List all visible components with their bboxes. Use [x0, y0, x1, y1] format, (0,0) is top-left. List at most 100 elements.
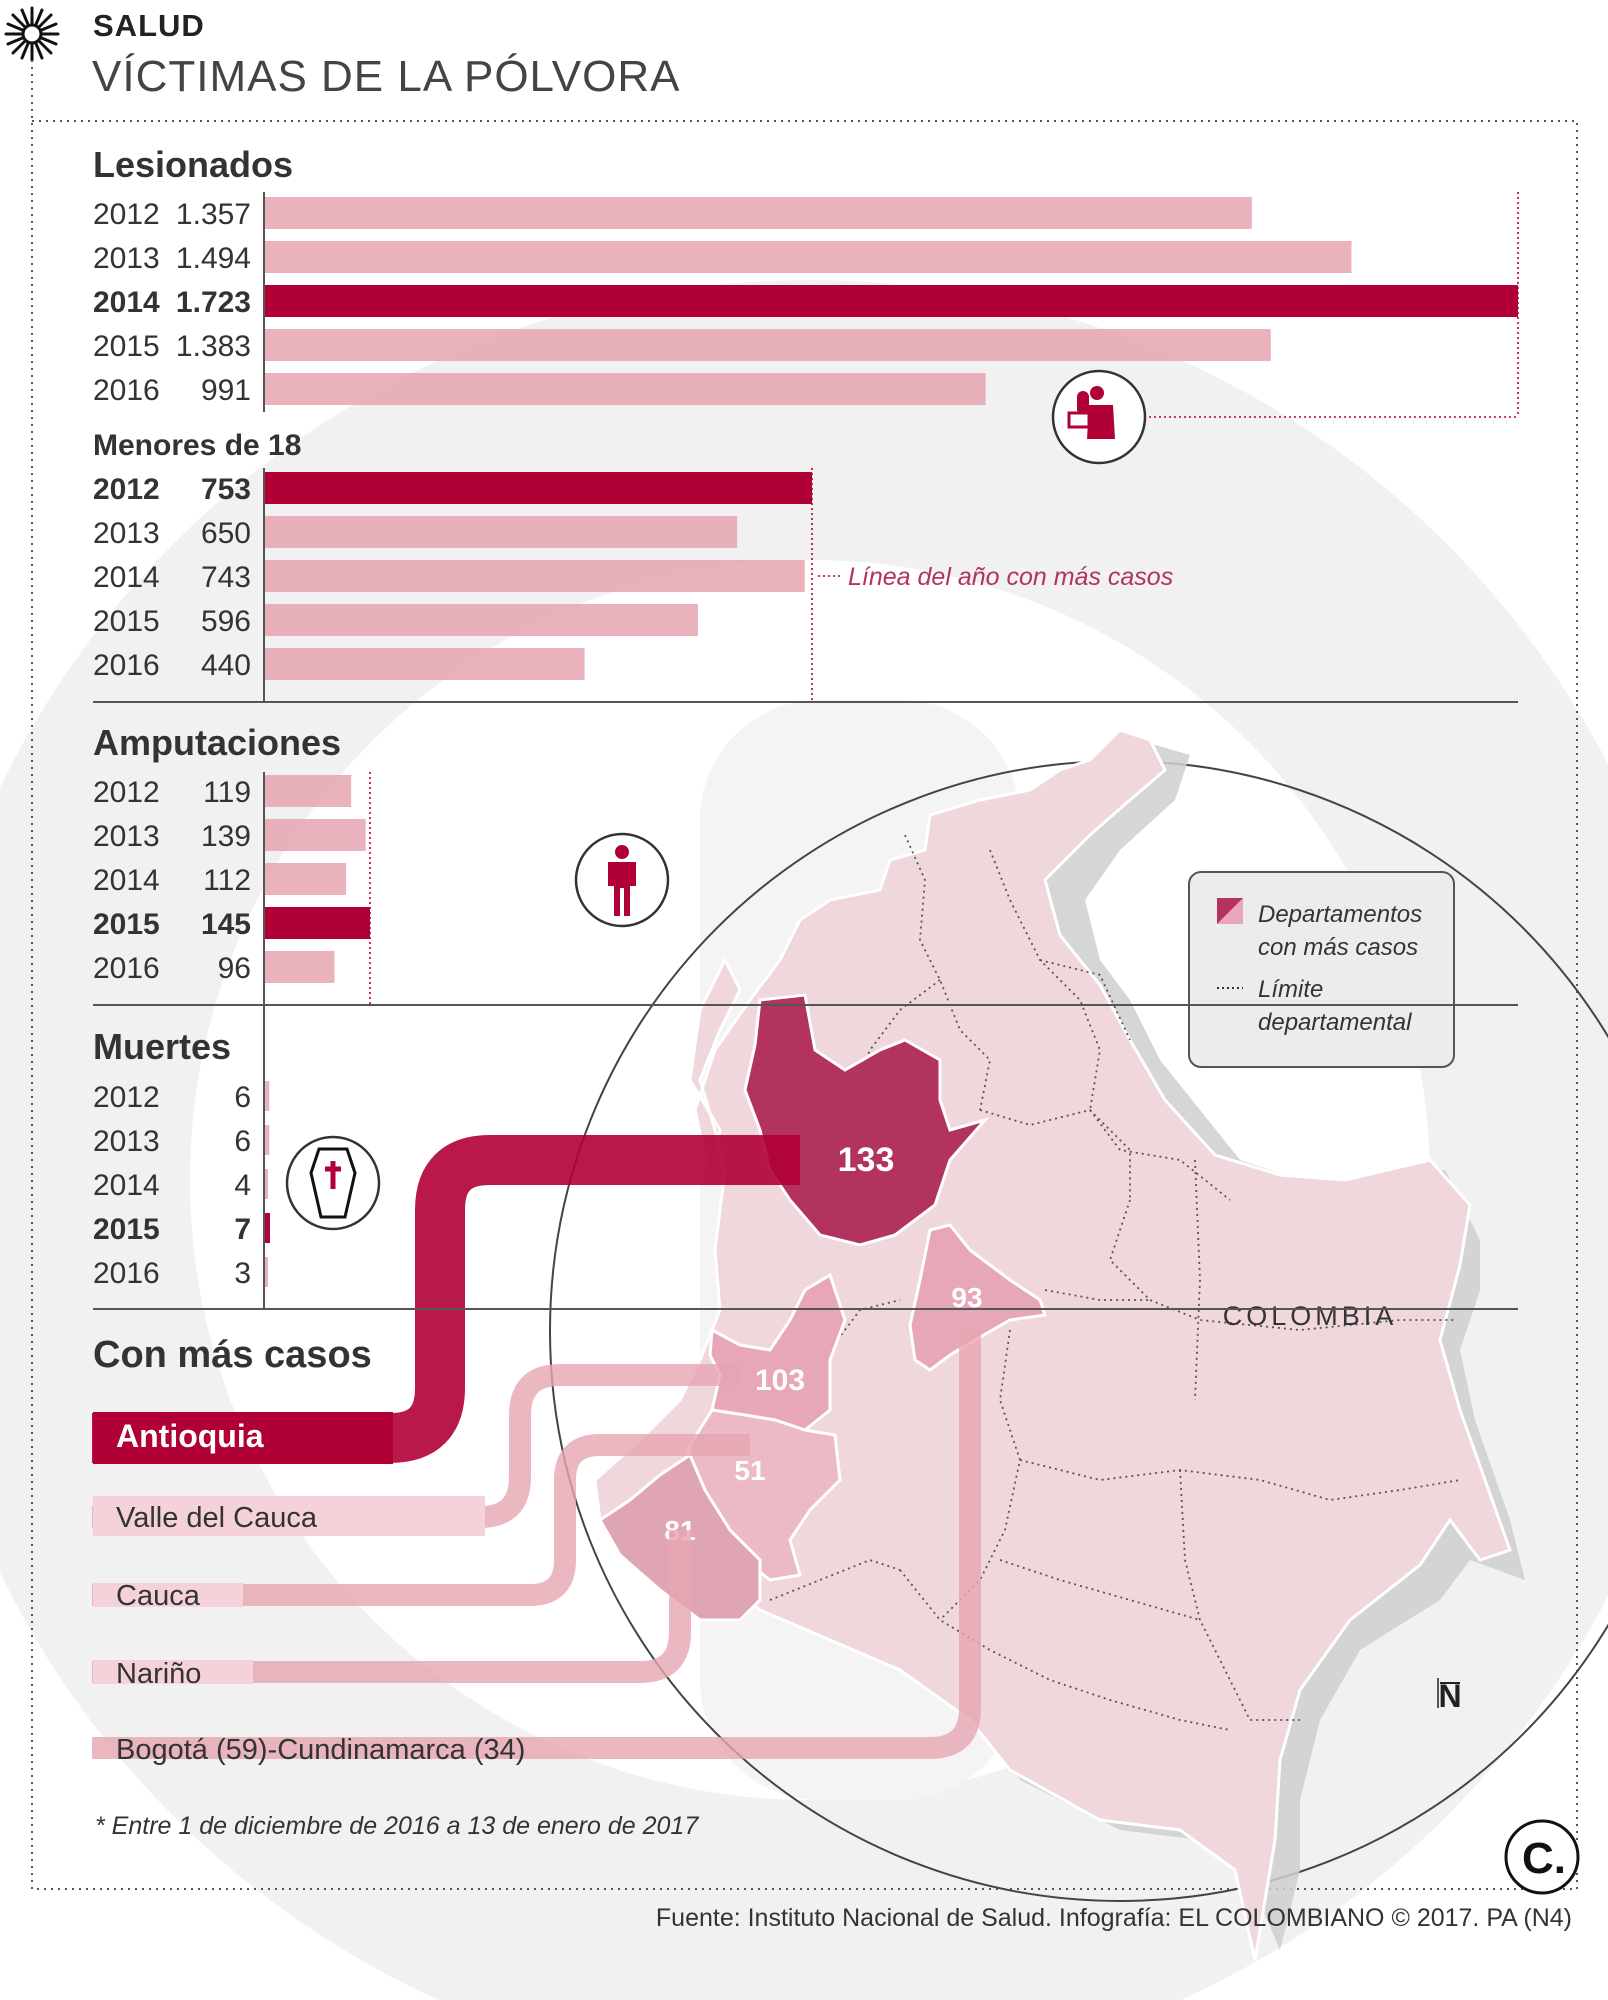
- tick-label: 2013: [93, 517, 160, 550]
- bar-2015: [265, 604, 698, 636]
- connector-antioquia: [92, 1135, 800, 1463]
- chart-title: Muertes: [93, 1026, 231, 1067]
- tick-label: 2012: [93, 1081, 160, 1114]
- bar-2014: [265, 1169, 268, 1199]
- data-label: 6: [234, 1081, 251, 1114]
- tick-label: 2016: [93, 649, 160, 682]
- department-item-valle: [93, 1496, 485, 1536]
- data-label: 743: [201, 561, 251, 594]
- svg-text:Valle del Cauca: Valle del Cauca: [116, 1502, 318, 1534]
- chart-title: Lesionados: [93, 144, 293, 185]
- data-label: 145: [201, 908, 251, 941]
- data-label: 650: [201, 517, 251, 550]
- chart-title: Amputaciones: [93, 722, 341, 763]
- data-label: 596: [201, 605, 251, 638]
- dept-value-antioquia: 133: [838, 1141, 895, 1179]
- dept-cundinamarca: [908, 1223, 1047, 1372]
- data-label: 1.723: [176, 286, 251, 319]
- bar-2014: [265, 285, 1518, 317]
- data-label: 991: [201, 374, 251, 407]
- department-item-antioquia: [93, 1412, 393, 1464]
- coffin-icon: [285, 1135, 381, 1231]
- chart-2: Amputaciones 2012 119 2013 139 2014 112 2015 145…: [93, 722, 371, 1005]
- dept-valle-del-cauca: [708, 1272, 847, 1432]
- connector-valle: [92, 1364, 740, 1528]
- bar-2016: [265, 951, 335, 983]
- chart-3: Muertes 2012 6 2013 6 2014 4 2015 7 2016 3: [93, 1005, 270, 1309]
- bar-2015: [265, 907, 370, 939]
- data-label: 4: [234, 1169, 251, 1202]
- data-label: 7: [234, 1213, 251, 1246]
- colombia-outline: [593, 728, 1512, 1961]
- el-colombiano-logo: C.: [1504, 1819, 1580, 1895]
- connector-narino: [92, 1530, 691, 1683]
- svg-text:Cauca: Cauca: [116, 1580, 201, 1612]
- data-label: 96: [218, 952, 251, 985]
- bar-2016: [265, 373, 986, 405]
- data-label: 753: [201, 473, 251, 506]
- svg-text:Límite: Límite: [1258, 976, 1323, 1003]
- svg-text:Nariño: Nariño: [116, 1658, 201, 1690]
- bar-2012: [265, 197, 1252, 229]
- data-label: 1.494: [176, 242, 251, 275]
- page-title: VÍCTIMAS DE LA PÓLVORA: [92, 52, 681, 101]
- tick-label: 2016: [93, 952, 160, 985]
- bar-2015: [265, 329, 1271, 361]
- footnote: * Entre 1 de diciembre de 2016 a 13 de e…: [95, 1812, 699, 1840]
- svg-text:con más casos: con más casos: [1258, 934, 1418, 961]
- tick-label: 2014: [93, 864, 160, 897]
- bar-2013: [265, 1125, 270, 1155]
- map-legend: Departamentos con más casos Límite depar…: [1188, 871, 1455, 1068]
- injured-person-icon: [1051, 369, 1147, 465]
- tick-label: 2012: [93, 473, 160, 506]
- dotted-frame: [31, 120, 1578, 1890]
- max-line-annotation: Línea del año con más casos: [848, 563, 1173, 591]
- chart-1: Menores de 18 2012 753 2013 650 2014 743 2015 59…: [93, 429, 1173, 702]
- data-label: 119: [203, 776, 251, 809]
- dept-value-cundinamarca: 93: [951, 1282, 982, 1313]
- bar-2012: [265, 1081, 270, 1111]
- department-item-bogota: Bogotá (59)-Cundinamarca (34): [116, 1734, 525, 1766]
- data-label: 139: [201, 820, 251, 853]
- dept-value-valle: 103: [755, 1364, 805, 1397]
- tick-label: 2013: [93, 820, 160, 853]
- firecracker-icon: [4, 6, 60, 62]
- bar-2012: [265, 472, 812, 504]
- data-label: 440: [201, 649, 251, 682]
- bar-2012: [265, 775, 352, 807]
- data-label: 1.383: [176, 330, 251, 363]
- tick-label: 2016: [93, 374, 160, 407]
- department-item-narino: [93, 1660, 253, 1684]
- bar-2013: [265, 819, 366, 851]
- bar-2013: [265, 241, 1352, 273]
- section-dividers: [93, 701, 1518, 1310]
- department-connectors: [92, 1135, 981, 1759]
- tick-label: 2015: [93, 330, 160, 363]
- data-label: 1.357: [176, 198, 251, 231]
- data-label: 6: [234, 1125, 251, 1158]
- tick-label: 2014: [93, 561, 160, 594]
- svg-text:C.: C.: [1522, 1834, 1566, 1883]
- department-item-cauca: [93, 1583, 243, 1607]
- bar-charts: Lesionados 2012 1.357 2013 1.494 2014 1.723 201…: [93, 144, 1519, 1309]
- tick-label: 2014: [93, 1169, 160, 1202]
- tick-label: 2016: [93, 1257, 160, 1290]
- svg-text:Antioquia: Antioquia: [116, 1418, 264, 1454]
- tick-label: 2012: [93, 776, 160, 809]
- tick-label: 2014: [93, 286, 160, 319]
- tick-label: 2012: [93, 198, 160, 231]
- colombia-map: 133 103 51 81 93 COLOMBIA N: [549, 728, 1608, 1961]
- bar-2013: [265, 516, 738, 548]
- data-label: 3: [234, 1257, 251, 1290]
- bar-2016: [265, 1257, 268, 1287]
- bar-2014: [265, 560, 805, 592]
- connector-cauca: [92, 1434, 750, 1606]
- source-credit: Fuente: Instituto Nacional de Salud. Inf…: [655, 1904, 1572, 1932]
- connector-bogota: [92, 1330, 981, 1759]
- svg-text:Departamentos: Departamentos: [1258, 901, 1422, 928]
- tick-label: 2013: [93, 1125, 160, 1158]
- bar-2015: [265, 1213, 270, 1243]
- data-label: 112: [203, 864, 251, 897]
- chart-title: Menores de 18: [93, 429, 301, 462]
